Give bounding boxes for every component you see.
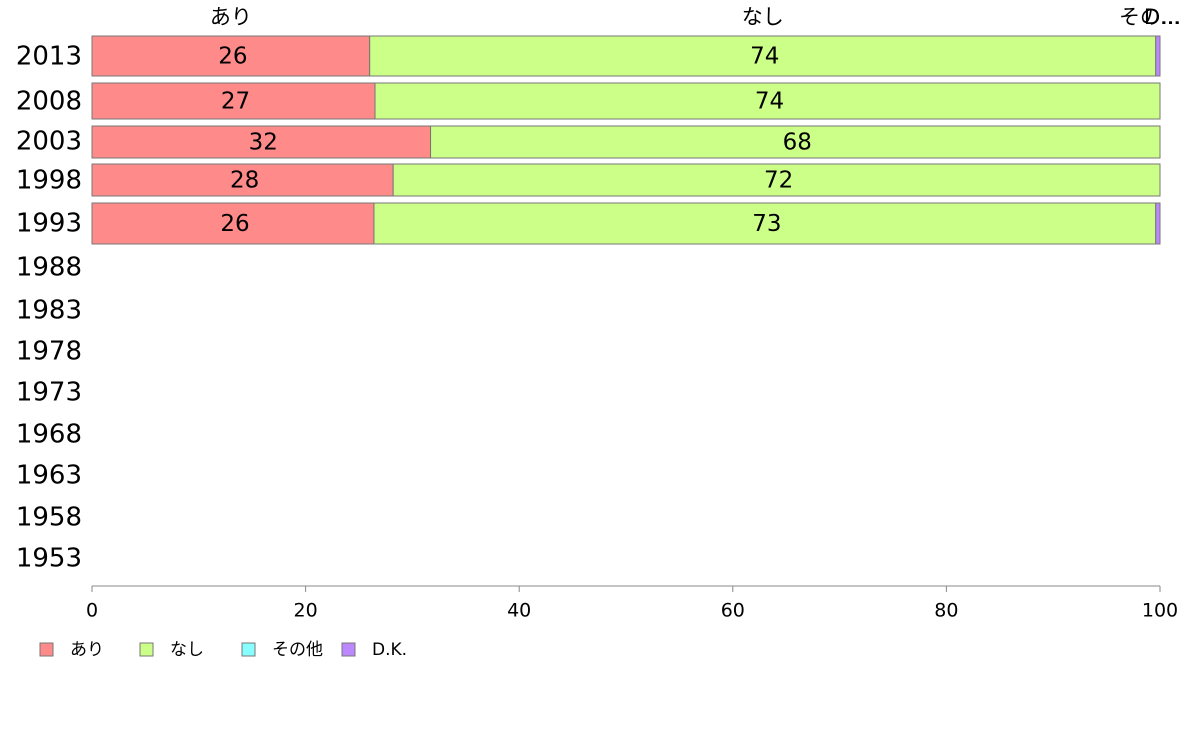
category-label: 1983 [16,296,82,326]
category-label: 1953 [16,544,82,574]
x-tick-label: 100 [1142,600,1178,622]
bar-segment [1155,35,1161,77]
series-top-label: あり [210,5,252,29]
data-label: 27 [221,89,250,115]
bar-segment [91,202,375,245]
data-label: 73 [752,211,781,237]
x-tick-label: 0 [86,600,98,622]
series-top-label: なし [742,5,784,29]
series-top-label: D... [1144,5,1180,29]
legend-label: その他 [272,640,323,660]
category-label: 1973 [16,378,82,408]
x-tick-label: 20 [294,600,318,622]
category-label: 1993 [16,209,82,239]
bar-segment [91,125,432,159]
x-tick-label: 60 [721,600,745,622]
category-label: 1998 [16,166,82,196]
data-label: 32 [249,130,278,156]
bar-segment [369,35,1157,77]
bar-segment [373,202,1157,245]
category-label: 1958 [16,503,82,533]
x-tick-label: 80 [934,600,958,622]
legend-swatch [39,642,54,657]
bar-segment [91,163,394,197]
bar-segment [392,163,1161,197]
x-tick-label: 40 [507,600,531,622]
bar-segment [1155,202,1161,245]
category-label: 2013 [16,42,82,72]
data-label: 68 [783,130,812,156]
bar-segment [374,82,1161,120]
legend-swatch [241,642,256,657]
legend-swatch [139,642,154,657]
legend-swatch [341,642,356,657]
category-label: 1968 [16,420,82,450]
category-label: 2003 [16,127,82,157]
category-label: 1978 [16,337,82,367]
legend-label: D.K. [372,640,407,660]
data-label: 28 [230,168,259,194]
data-label: 72 [764,168,793,194]
category-label: 1988 [16,253,82,283]
category-label: 2008 [16,87,82,117]
data-label: 74 [750,44,779,70]
legend-label: あり [70,640,104,660]
category-label: 1963 [16,461,82,491]
bar-segment [91,35,371,77]
bar-segment [430,125,1161,159]
data-label: 26 [218,44,247,70]
data-label: 26 [220,211,249,237]
data-label: 74 [755,89,784,115]
legend-label: なし [170,640,204,660]
series-top-label: その... [1119,5,1181,29]
bar-segment [91,82,376,120]
